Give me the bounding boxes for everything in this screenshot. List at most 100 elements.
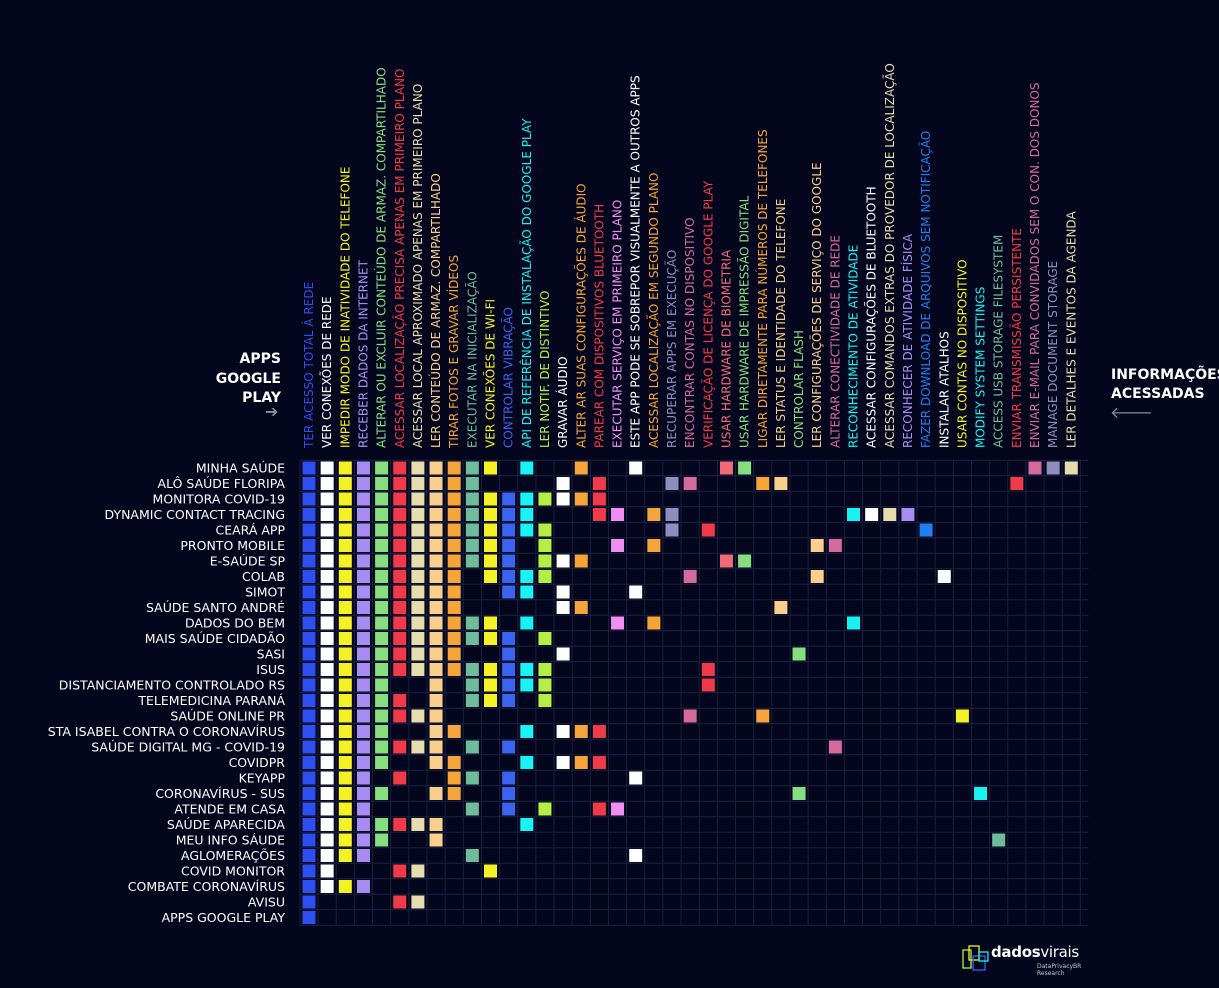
heatmap-cell — [429, 539, 443, 552]
permission-label: GRAVAR ÁUDIO — [555, 356, 570, 448]
heatmap-cell — [919, 523, 933, 537]
heatmap-cell — [338, 818, 352, 831]
heatmap-cell — [665, 508, 679, 521]
heatmap-cell — [429, 647, 443, 661]
heatmap-cell — [338, 880, 352, 893]
permission-label: VER CONEXÕES DE REDE — [319, 296, 334, 448]
heatmap-cell — [538, 570, 552, 583]
heatmap-cell — [411, 601, 425, 614]
heatmap-cell — [338, 601, 352, 614]
heatmap-cell — [665, 523, 679, 537]
heatmap-cell — [683, 477, 697, 490]
heatmap-cell — [429, 492, 443, 506]
heatmap-cell — [429, 477, 443, 490]
heatmap-cell — [356, 461, 370, 475]
heatmap-cell — [411, 477, 425, 490]
heatmap-cell — [447, 756, 461, 769]
heatmap-cell — [320, 632, 334, 645]
heatmap-cell — [411, 818, 425, 831]
heatmap-cell — [375, 585, 389, 599]
permission-label: RECUPERAR APPS EM EXECUÇÃO — [664, 250, 679, 448]
heatmap-cell — [393, 864, 407, 878]
heatmap-cell — [356, 632, 370, 645]
heatmap-cell — [393, 694, 407, 707]
heatmap-cell — [393, 570, 407, 583]
heatmap-cell — [520, 725, 534, 738]
heatmap-cell — [447, 585, 461, 599]
heatmap-cell — [356, 508, 370, 521]
permission-label: LER DETALHES E EVENTOS DA AGENDA — [1064, 211, 1078, 448]
permission-label: PAREAR COM DISPOSITIVOS BLUETOOTH — [592, 204, 606, 448]
heatmap-cell — [647, 616, 661, 630]
app-label: MONITORA COVID-19 — [153, 492, 286, 507]
heatmap-cell — [302, 771, 316, 785]
arrow-left-icon: 🡐 — [1110, 403, 1153, 422]
heatmap-cell — [375, 632, 389, 645]
heatmap-cell — [484, 554, 497, 568]
heatmap-cell — [411, 461, 425, 475]
heatmap-cell — [574, 601, 588, 614]
heatmap-cell — [465, 632, 479, 645]
heatmap-cell — [411, 570, 425, 583]
heatmap-cell — [574, 461, 588, 475]
heatmap-cell — [647, 508, 661, 521]
heatmap-cell — [411, 616, 425, 630]
app-label: SAÚDE SANTO ANDRÉ — [146, 600, 285, 615]
heatmap-cell — [302, 694, 316, 707]
heatmap-cell — [502, 678, 516, 692]
heatmap-cell — [393, 601, 407, 614]
heatmap-cell — [320, 616, 334, 630]
heatmap-cell — [302, 616, 316, 630]
permission-label: ENVIAR TRANSMISSÃO PERSISTENTE — [1009, 228, 1024, 448]
heatmap-cell — [302, 632, 316, 645]
app-label: SASI — [257, 647, 285, 662]
permission-label: LIGAR DIRETAMENTE PARA NÚMEROS DE TELEFO… — [755, 129, 770, 448]
heatmap-cell — [356, 616, 370, 630]
heatmap-cell — [356, 787, 370, 800]
heatmap-cell — [520, 508, 534, 521]
heatmap-cell — [792, 647, 806, 661]
heatmap-cell — [302, 880, 316, 893]
arrow-right-icon: ➔ — [265, 402, 279, 421]
heatmap-cell — [484, 492, 497, 506]
heatmap-cell — [338, 833, 352, 847]
heatmap-cell — [375, 539, 389, 552]
app-label: TELEMEDICINA PARANÁ — [137, 693, 285, 708]
heatmap-cell — [302, 663, 316, 676]
heatmap-cell — [974, 787, 988, 800]
app-label: DADOS DO BEM — [185, 616, 285, 631]
heatmap-cell — [447, 539, 461, 552]
info-header: INFORMAÇÕES ACESSADAS — [1111, 366, 1219, 404]
heatmap-cell — [393, 508, 407, 521]
heatmap-cell — [393, 539, 407, 552]
heatmap-cell — [484, 663, 497, 676]
heatmap-cell — [520, 570, 534, 583]
heatmap-cell — [611, 539, 625, 552]
heatmap-cell — [302, 461, 316, 475]
heatmap-cell — [375, 663, 389, 676]
permission-label: ESTE APP PODE SE SOBREPOR VISUALMENTE A … — [629, 75, 643, 448]
permission-label: USAR CONTAS NO DISPOSITIVO — [955, 259, 969, 448]
heatmap-cell — [556, 647, 570, 661]
heatmap-cell — [520, 756, 534, 769]
heatmap-cell — [484, 616, 497, 630]
app-label: DISTANCIAMENTO CONTROLADO RS — [59, 678, 285, 693]
heatmap-cell — [302, 570, 316, 583]
heatmap-cell — [447, 771, 461, 785]
heatmap-cell — [429, 616, 443, 630]
heatmap-cell — [447, 570, 461, 583]
heatmap-cell — [484, 523, 497, 537]
heatmap-cell — [465, 523, 479, 537]
permission-label: USAR HARDWARE DE IMPRESSÃO DIGITAL — [737, 195, 752, 448]
heatmap-cell — [356, 771, 370, 785]
permission-label: TER ACESSO TOTAL À REDE — [301, 282, 316, 449]
heatmap-cell — [356, 647, 370, 661]
heatmap-cell — [375, 678, 389, 692]
heatmap-cell — [465, 477, 479, 490]
heatmap-cell — [592, 725, 606, 738]
heatmap-cell — [338, 756, 352, 769]
apps-header-line: APPS — [239, 351, 281, 367]
heatmap-cell — [465, 461, 479, 475]
heatmap-cell — [375, 725, 389, 738]
heatmap-cell — [320, 709, 334, 723]
